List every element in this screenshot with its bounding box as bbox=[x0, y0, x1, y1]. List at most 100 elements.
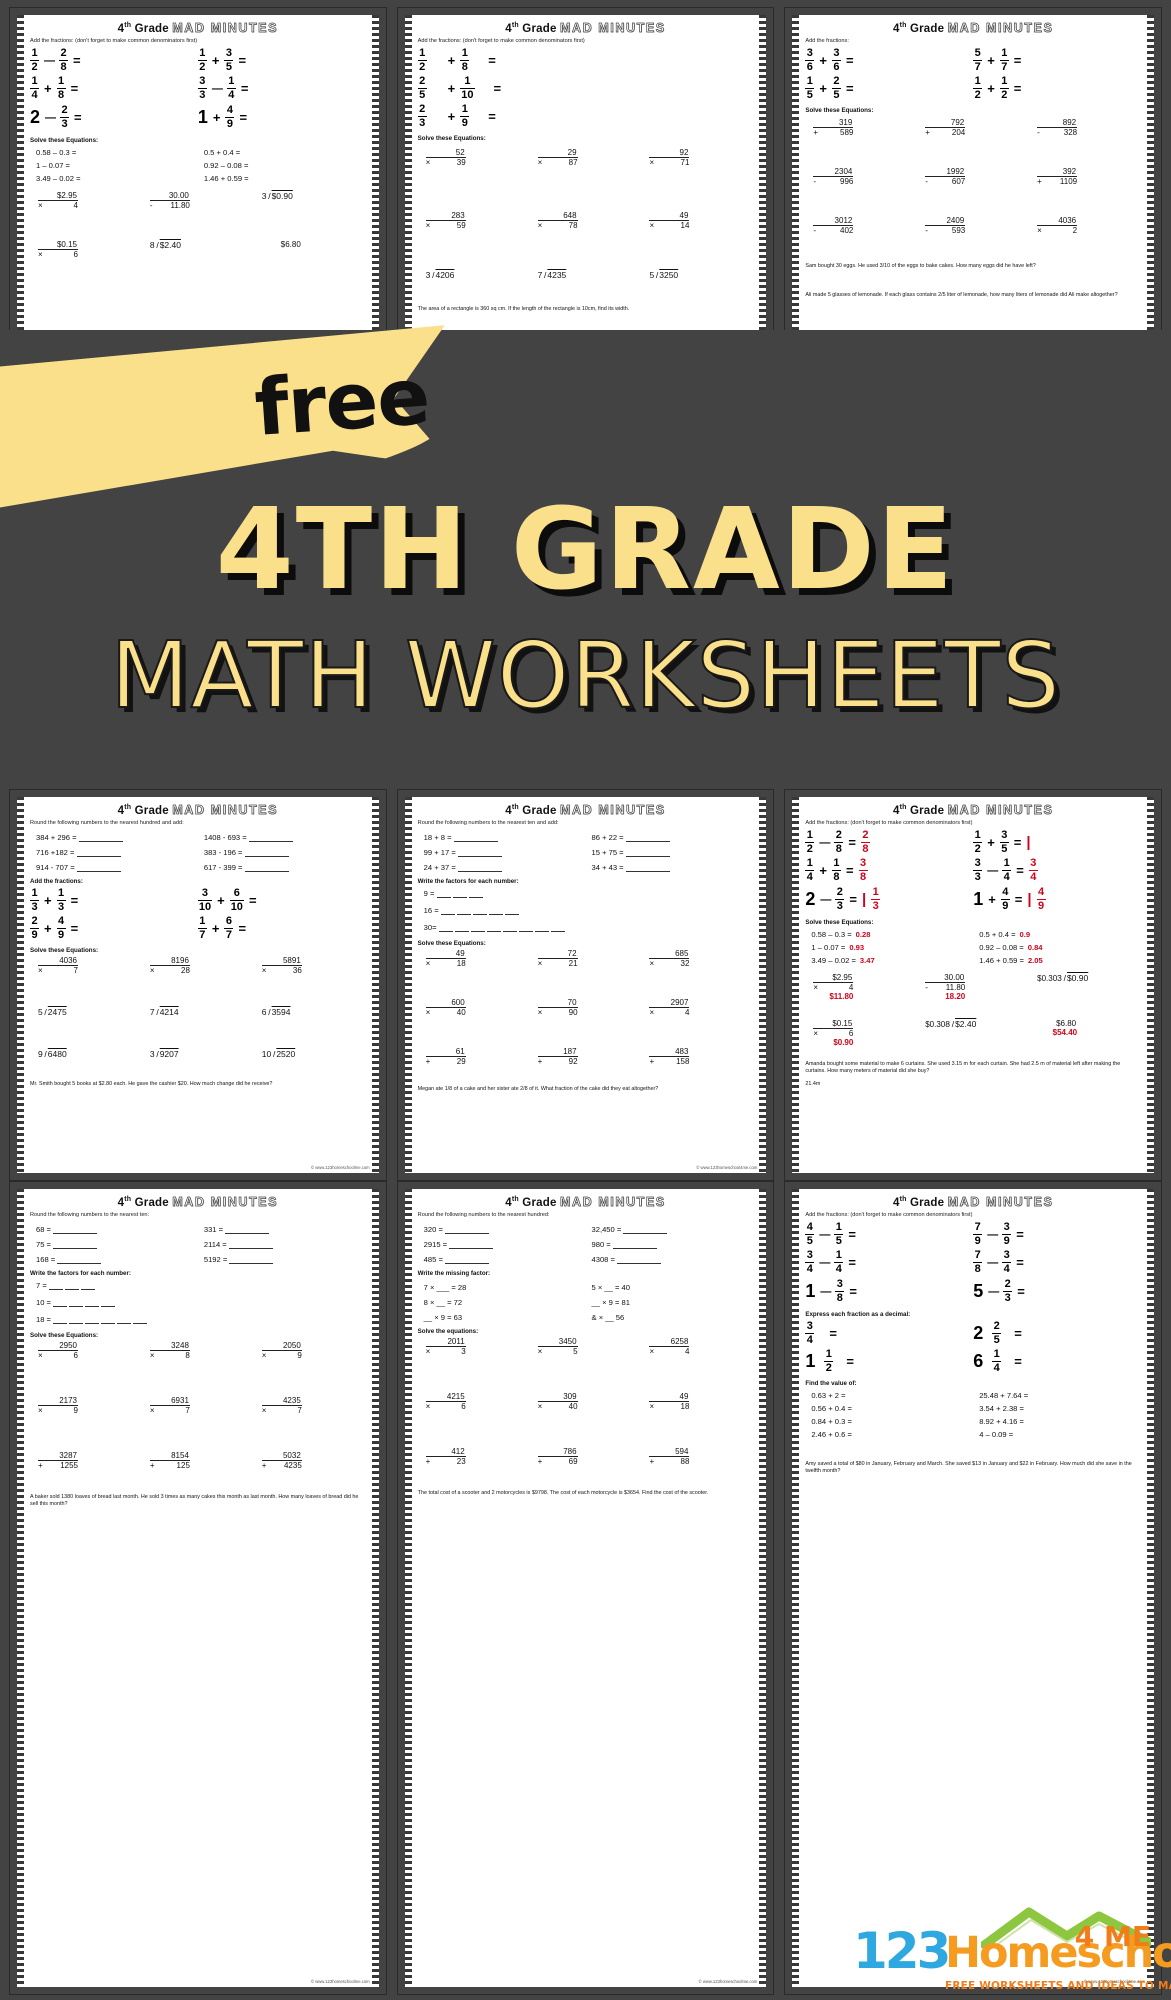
division-problem-row: 3 /4206 7 /4235 5 /3250 bbox=[425, 269, 679, 280]
equation: 3.54 + 2.38 = bbox=[979, 1403, 1024, 1413]
worksheet-card-3[interactable]: 4th Grade MAD MINUTES Add the fractions:… bbox=[785, 8, 1162, 378]
section-label: Solve these Equations: bbox=[30, 1331, 99, 1339]
mad-minutes-label: MAD MINUTES bbox=[947, 803, 1054, 818]
worksheet-card-2[interactable]: 4th Grade MAD MINUTES Add the fractions:… bbox=[397, 8, 774, 378]
vertical-problem-row: 52 × 39 29 × 87 92 × 71 bbox=[425, 147, 690, 167]
rounding-item: 18 + 8 = bbox=[418, 833, 586, 842]
house-roof-icon bbox=[981, 1907, 1151, 1948]
answer-value: 18.20 bbox=[945, 991, 966, 1001]
rounding-item: 99 + 17 = bbox=[418, 848, 586, 857]
missing-factor-item: & × __ 56 bbox=[591, 1312, 625, 1322]
equation: 8.92 + 4.16 = bbox=[979, 1416, 1024, 1426]
worksheet-card-4[interactable]: 4th Grade MAD MINUTES Round the followin… bbox=[10, 790, 386, 1180]
section-label: Solve these Equations: bbox=[805, 918, 874, 926]
equation: 25.48 + 7.64 = bbox=[979, 1390, 1029, 1400]
fraction-row: 3 6 +3 6 = 5 7 +1 7 = bbox=[805, 47, 1022, 74]
answer-value: $0.30 bbox=[1037, 973, 1058, 983]
section-label: Find the value of: bbox=[805, 1379, 857, 1387]
instruction-text: Add the fractions: (don't forget to make… bbox=[30, 38, 198, 44]
worksheet-row-middle: 4th Grade MAD MINUTES Round the followin… bbox=[0, 790, 1171, 1180]
fraction-row: 1 2 +1 8 = bbox=[417, 47, 496, 74]
worksheet-card-8[interactable]: 4th Grade MAD MINUTES Round the followin… bbox=[397, 1182, 774, 1994]
missing-factor-item: __ × 9 = 63 bbox=[423, 1312, 463, 1322]
equation: 1 – 0.07 = 0.93 bbox=[811, 942, 865, 952]
equation: 0.58 – 0.3 = 0.28 bbox=[811, 929, 871, 939]
rounding-item: 75 = bbox=[30, 1240, 198, 1249]
equation: 3.49 – 0.02 = bbox=[36, 173, 81, 183]
equation: 1.46 + 0.59 = bbox=[203, 173, 249, 183]
logo-homeschool: Homeschool bbox=[945, 1928, 1171, 1978]
fraction-row: 1 4 +1 8 = 3 3—1 4 = bbox=[30, 75, 249, 102]
brand-logo[interactable]: 123 Homeschool 4 ME FREE WORKSHEETS AND … bbox=[853, 1902, 1171, 1994]
word-problem: Ali made 5 glasses of lemonade. If each … bbox=[805, 292, 1118, 298]
hero-title-line1: 4TH GRADE bbox=[215, 485, 956, 615]
mad-minutes-label: MAD MINUTES bbox=[947, 1195, 1054, 1210]
section-label: Solve these Equations: bbox=[417, 939, 486, 947]
logo-4me: 4 ME bbox=[1074, 1920, 1151, 1953]
rounding-item: 980 = bbox=[586, 1240, 754, 1249]
worksheet-row-bottom: 4th Grade MAD MINUTES Round the followin… bbox=[0, 1182, 1171, 1994]
decimal-row: 3 4 = 2 2 5 = bbox=[805, 1320, 1022, 1347]
rounding-item: 617 - 399 = bbox=[198, 863, 366, 872]
vertical-problem-row: 412 + 23 786 + 69 594 + 88 bbox=[425, 1446, 690, 1466]
equation: 0.84 + 0.3 = bbox=[811, 1416, 852, 1426]
factor-item: 9 = bbox=[418, 889, 754, 898]
factor-item: 7 = bbox=[30, 1281, 366, 1290]
missing-factor-item: __ × 9 = 81 bbox=[591, 1297, 630, 1307]
section-label: Solve these Equations: bbox=[30, 946, 99, 954]
rounding-item: 384 + 296 = bbox=[30, 833, 198, 842]
equation: 0.63 + 2 = bbox=[811, 1390, 846, 1400]
factor-item: 10 = bbox=[30, 1298, 366, 1307]
rounding-item: 32,450 = bbox=[586, 1225, 754, 1234]
instruction-text: Round the following numbers to the neare… bbox=[417, 820, 559, 826]
rounding-item: 15 + 75 = bbox=[586, 848, 754, 857]
rounding-item: 4308 = bbox=[586, 1255, 754, 1264]
worksheet-card-5[interactable]: 4th Grade MAD MINUTES Round the followin… bbox=[397, 790, 774, 1180]
worksheet-card-6-answer-key[interactable]: 4th Grade MAD MINUTES Add the fractions:… bbox=[785, 790, 1162, 1180]
word-problem-answer: 21.4m bbox=[805, 1081, 821, 1088]
section-label: Solve these Equations: bbox=[805, 106, 874, 114]
worksheet-card-9[interactable]: 4th Grade MAD MINUTES Add the fractions:… bbox=[785, 1182, 1162, 1994]
word-problem: Amanda bought some material to make 6 cu… bbox=[805, 1060, 1121, 1074]
answer-value: $0.30 bbox=[925, 1019, 946, 1029]
mad-minutes-label: MAD MINUTES bbox=[172, 803, 279, 818]
rounding-item: 68 = bbox=[30, 1225, 198, 1234]
rounding-item: 24 + 37 = bbox=[418, 863, 586, 872]
mad-minutes-label: MAD MINUTES bbox=[947, 21, 1054, 36]
instruction-text: Add the fractions: (don't forget to make… bbox=[805, 820, 973, 826]
section-label: Solve these Equations: bbox=[30, 136, 99, 144]
worksheet-title: 4th Grade MAD MINUTES bbox=[892, 803, 1054, 818]
worksheet-title: 4th Grade MAD MINUTES bbox=[892, 21, 1054, 36]
worksheet-card-1[interactable]: 4th Grade MAD MINUTES Add the fractions:… bbox=[10, 8, 386, 378]
rounding-item: 86 + 22 = bbox=[586, 833, 754, 842]
logo-tagline: FREE WORKSHEETS AND IDEAS TO MAKE LEARNI… bbox=[945, 1980, 1171, 1992]
worksheet-title: 4th Grade MAD MINUTES bbox=[117, 803, 279, 818]
factor-item: 18 = bbox=[30, 1315, 366, 1324]
mad-minutes-label: MAD MINUTES bbox=[559, 21, 666, 36]
rounding-item: 1408 - 693 = bbox=[198, 833, 366, 842]
rounding-item: 2915 = bbox=[418, 1240, 586, 1249]
worksheet-card-7[interactable]: 4th Grade MAD MINUTES Round the followin… bbox=[10, 1182, 386, 1994]
credit-text: © www.123homeschoolme.com bbox=[698, 1979, 758, 1984]
instruction-text: Round the following numbers to the neare… bbox=[30, 820, 184, 826]
word-problem: The area of a rectangle is 360 sq cm. If… bbox=[417, 305, 630, 312]
equation: 1 – 0.07 = bbox=[36, 160, 70, 170]
instruction-text: Round the following numbers to the neare… bbox=[417, 1212, 550, 1218]
equation: 4 – 0.09 = bbox=[979, 1429, 1014, 1439]
fraction-row: 2 9 +4 9 = 1 7 +6 7 = bbox=[30, 915, 247, 942]
fraction-row: 1 3 +1 3 = 3 10 +6 10 = bbox=[30, 887, 257, 914]
factor-item: 16 = bbox=[418, 906, 754, 915]
word-problem: Mr. Smith bought 5 books at $2.80 each. … bbox=[30, 1080, 273, 1087]
word-problem: Sam bought 30 eggs. He used 3/10 of the … bbox=[805, 262, 1036, 269]
credit-text: © www.123homeschool4me.com bbox=[696, 1165, 758, 1170]
mad-minutes-label: MAD MINUTES bbox=[559, 803, 666, 818]
worksheet-row-top: 4th Grade MAD MINUTES Add the fractions:… bbox=[0, 8, 1171, 378]
equation: 2.46 + 0.6 = bbox=[811, 1429, 852, 1439]
worksheet-title: 4th Grade MAD MINUTES bbox=[505, 21, 666, 36]
equation: 0.5 + 0.4 = bbox=[203, 147, 241, 157]
answer-value: | bbox=[1026, 834, 1031, 852]
worksheet-title: 4th Grade MAD MINUTES bbox=[505, 1195, 666, 1210]
credit-text: © www.123homeschool4me.com bbox=[1083, 1979, 1146, 1984]
